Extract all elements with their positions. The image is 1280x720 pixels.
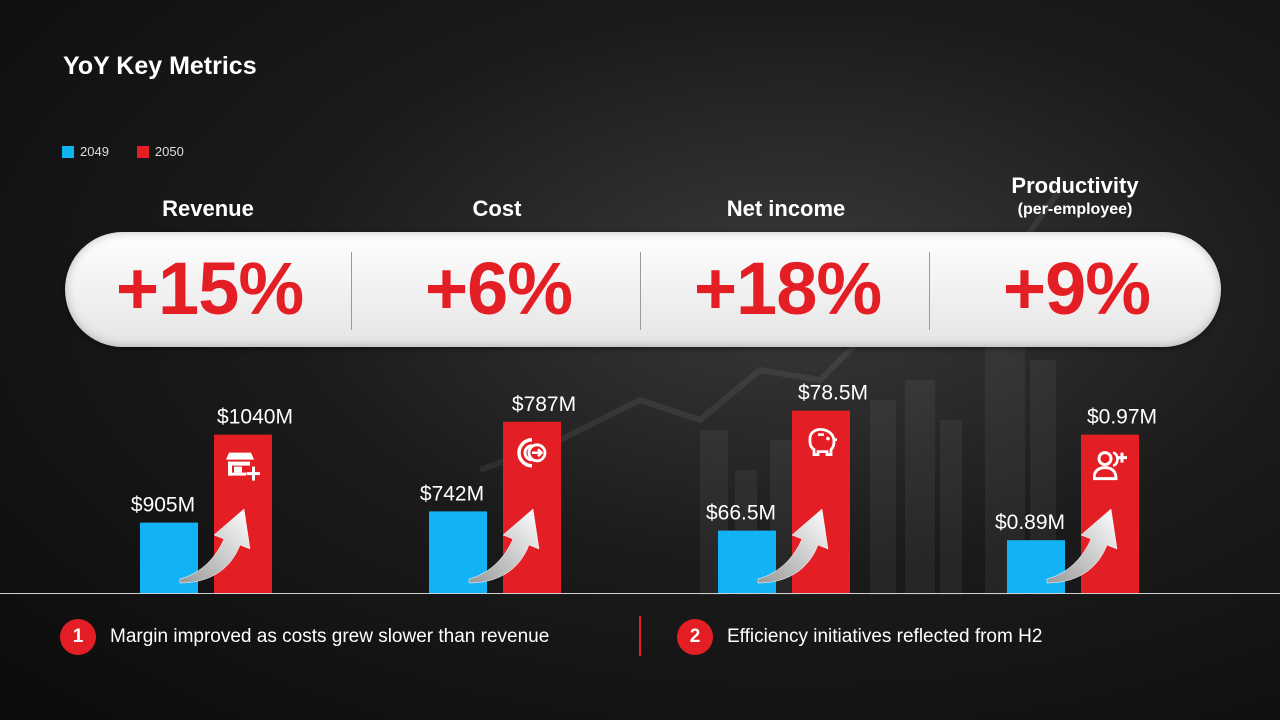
pill-divider [640,252,641,330]
chart-baseline [0,593,1280,594]
data-label-revenue-2050: $1040M [217,406,293,429]
bar-net-income-2049 [718,530,776,593]
data-label-net-income-2050: $78.5M [798,382,868,405]
growth-net-income: +18% [693,247,882,330]
growth-productivity: +9% [1002,247,1151,330]
data-label-productivity-2049: $0.89M [995,511,1065,534]
note-1: 1 Margin improved as costs grew slower t… [60,619,549,655]
legend-item-2050: 2050 [136,144,184,159]
growth-arrow-icon [757,508,829,584]
metric-name: Productivity [1011,173,1139,198]
legend-swatch-2049 [62,145,74,158]
growth-revenue: +15% [115,247,304,330]
growth-arrow-icon [1046,508,1118,584]
metric-name: Revenue [162,196,254,221]
note-text: Efficiency initiatives reflected from H2 [727,626,1043,647]
growth-arrow-icon [179,508,251,584]
metric-name: Cost [472,196,522,221]
growth-pill: +15% +6% +18% +9% [65,232,1221,347]
data-label-net-income-2049: $66.5M [706,502,776,525]
legend-label-2049: 2049 [80,144,109,159]
note-number-badge: 2 [677,619,713,655]
pill-divider [351,252,352,330]
data-label-productivity-2050: $0.97M [1087,406,1157,429]
metric-header-revenue: Revenue [88,196,328,222]
data-label-revenue-2049: $905M [131,494,195,517]
pill-divider [929,252,930,330]
legend: 2049 2050 [62,144,184,159]
data-label-cost-2049: $742M [420,482,484,505]
bar-productivity-2049 [1007,540,1065,593]
note-text: Margin improved as costs grew slower tha… [110,626,550,647]
page-title: YoY Key Metrics [63,52,257,80]
growth-cost: +6% [424,247,573,330]
notes-separator [639,616,641,656]
metric-subtitle: (per-employee) [1017,201,1133,218]
note-2: 2 Efficiency initiatives reflected from … [677,619,1042,655]
metric-header-net-income: Net income [666,196,906,222]
legend-swatch-2050 [136,145,149,158]
note-number-badge: 1 [60,619,96,655]
legend-item-2049: 2049 [62,144,109,159]
metric-name: Net income [726,196,846,221]
data-label-cost-2050: $787M [512,393,576,416]
growth-arrow-icon [468,508,540,584]
legend-label-2050: 2050 [154,144,184,159]
metric-header-productivity: Productivity (per-employee) [955,173,1195,219]
metric-header-cost: Cost [377,196,617,222]
